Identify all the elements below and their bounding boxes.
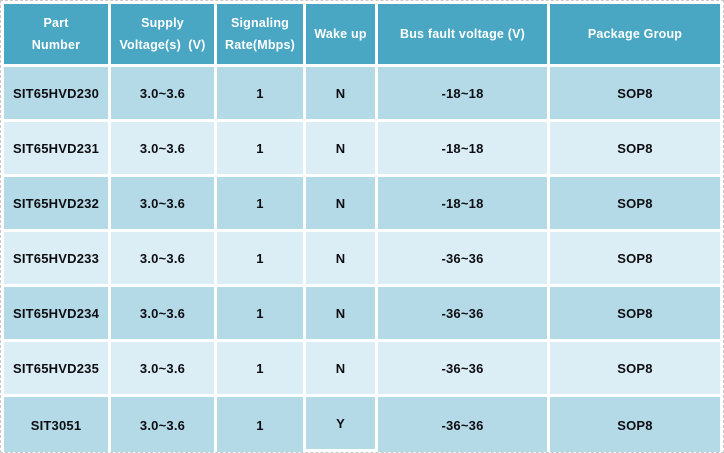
cell-supply-voltage: 3.0~3.6	[111, 122, 214, 174]
cell-supply-voltage: 3.0~3.6	[111, 177, 214, 229]
column-header-wake-up: Wake up	[306, 4, 375, 64]
cell-bus-fault-voltage: -18~18	[378, 122, 547, 174]
column-header-supply-voltage: Supply Voltage(s) (V)	[111, 4, 214, 64]
cell-wake-up: N	[306, 67, 375, 119]
cell-signaling-rate: 1	[217, 67, 303, 119]
header-label-line: Wake up	[314, 27, 367, 41]
column-header-signaling-rate: Signaling Rate(Mbps)	[217, 4, 303, 64]
header-label-line: Voltage(s) (V)	[119, 38, 206, 52]
cell-supply-voltage: 3.0~3.6	[111, 287, 214, 339]
cell-bus-fault-voltage: -36~36	[378, 342, 547, 394]
cell-package-group: SOP8	[550, 342, 720, 394]
cell-signaling-rate: 1	[217, 232, 303, 284]
cell-package-group: SOP8	[550, 287, 720, 339]
cell-wake-up: N	[306, 177, 375, 229]
header-row: Part Number Supply Voltage(s) (V) Signal…	[4, 4, 720, 64]
cell-supply-voltage: 3.0~3.6	[111, 342, 214, 394]
cell-supply-voltage: 3.0~3.6	[111, 397, 214, 452]
cell-supply-voltage: 3.0~3.6	[111, 67, 214, 119]
cell-package-group: SOP8	[550, 177, 720, 229]
cell-package-group: SOP8	[550, 232, 720, 284]
table-row: SIT65HVD230 3.0~3.6 1 N -18~18 SOP8	[4, 67, 720, 119]
column-header-part-number: Part Number	[4, 4, 108, 64]
cell-signaling-rate: 1	[217, 342, 303, 394]
cell-bus-fault-voltage: -36~36	[378, 232, 547, 284]
cell-bus-fault-voltage: -36~36	[378, 287, 547, 339]
cell-part-number: SIT65HVD234	[4, 287, 108, 339]
cell-wake-up: N	[306, 232, 375, 284]
header-label-line: Bus fault voltage (V)	[399, 27, 526, 41]
cell-wake-up: N	[306, 287, 375, 339]
cell-package-group: SOP8	[550, 397, 720, 452]
header-label-line: Part	[43, 16, 69, 30]
cell-part-number: SIT65HVD231	[4, 122, 108, 174]
cell-wake-up: N	[306, 122, 375, 174]
table-row: SIT65HVD231 3.0~3.6 1 N -18~18 SOP8	[4, 122, 720, 174]
header-label-line: Rate(Mbps)	[224, 38, 296, 52]
column-header-package-group: Package Group	[550, 4, 720, 64]
table-row: SIT65HVD233 3.0~3.6 1 N -36~36 SOP8	[4, 232, 720, 284]
cell-supply-voltage: 3.0~3.6	[111, 232, 214, 284]
cell-bus-fault-voltage: -18~18	[378, 67, 547, 119]
cell-part-number: SIT65HVD230	[4, 67, 108, 119]
header-label-line: Package Group	[587, 27, 683, 41]
cell-signaling-rate: 1	[217, 287, 303, 339]
cell-wake-up: N	[306, 342, 375, 394]
cell-signaling-rate: 1	[217, 177, 303, 229]
cell-signaling-rate: 1	[217, 397, 303, 452]
cell-bus-fault-voltage: -18~18	[378, 177, 547, 229]
cell-part-number: SIT3051	[4, 397, 108, 452]
cell-bus-fault-voltage: -36~36	[378, 397, 547, 452]
cell-signaling-rate: 1	[217, 122, 303, 174]
table-row: SIT65HVD235 3.0~3.6 1 N -36~36 SOP8	[4, 342, 720, 394]
header-label-line: Number	[31, 38, 81, 52]
cell-wake-up: Y	[306, 397, 375, 452]
table-row: SIT65HVD234 3.0~3.6 1 N -36~36 SOP8	[4, 287, 720, 339]
header-label-line: Signaling	[230, 16, 290, 30]
column-header-bus-fault-voltage: Bus fault voltage (V)	[378, 4, 547, 64]
cell-part-number: SIT65HVD235	[4, 342, 108, 394]
cell-part-number: SIT65HVD232	[4, 177, 108, 229]
table-row: SIT65HVD232 3.0~3.6 1 N -18~18 SOP8	[4, 177, 720, 229]
cell-part-number: SIT65HVD233	[4, 232, 108, 284]
header-label-line: Supply	[141, 16, 184, 30]
cell-package-group: SOP8	[550, 122, 720, 174]
table-row: SIT3051 3.0~3.6 1 Y -36~36 SOP8	[4, 397, 720, 452]
cell-package-group: SOP8	[550, 67, 720, 119]
